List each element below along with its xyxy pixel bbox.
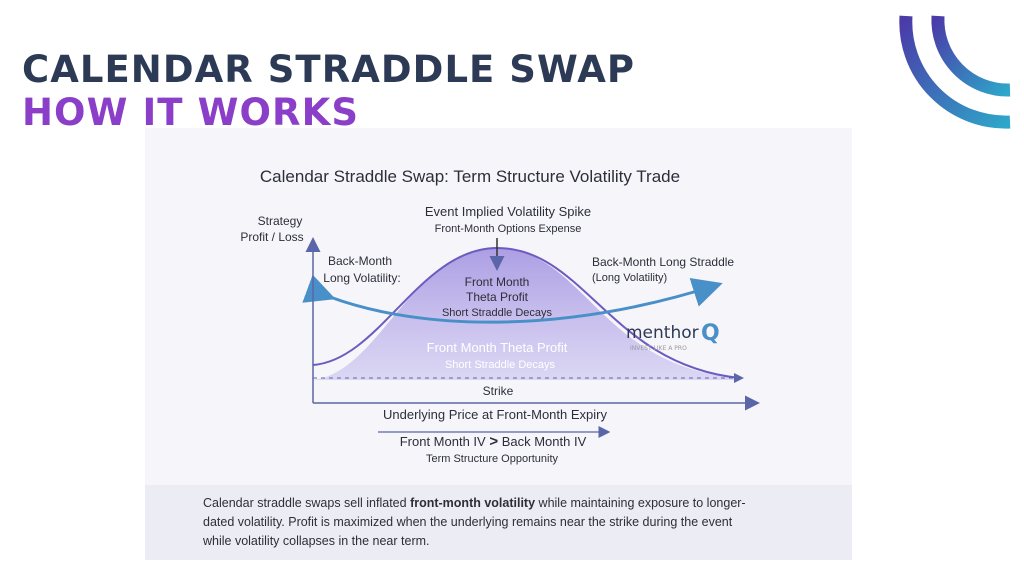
caption-line: dated volatility. Profit is maximized wh…: [203, 515, 733, 529]
condition-symbol: >: [489, 433, 498, 450]
x-axis-label: Underlying Price at Front-Month Expiry: [383, 407, 607, 422]
area-label: Front Month Theta Profit: [427, 340, 568, 355]
slide-subtitle: HOW IT WORKS: [22, 91, 358, 134]
caption-text: while maintaining exposure to longer-: [535, 496, 746, 510]
slide-title: CALENDAR STRADDLE SWAP: [22, 48, 634, 91]
y-axis-label: Strategy: [258, 214, 303, 228]
caption-text: Calendar straddle swaps sell inflated: [203, 496, 410, 510]
area-label-subtitle: Short Straddle Decays: [445, 359, 556, 371]
logo-tagline: INVEST LIKE A PRO: [630, 345, 687, 352]
logo-name: menthor: [626, 323, 699, 343]
condition-right: Back Month IV: [502, 434, 587, 449]
right-label-title: Back-Month Long Straddle: [592, 255, 734, 269]
caption-line: Calendar straddle swaps sell inflated fr…: [203, 496, 746, 510]
condition-left: Front Month IV: [400, 434, 486, 449]
condition: Front Month IV > Back Month IV: [400, 433, 587, 450]
caption-line: while volatility collapses in the near t…: [202, 534, 430, 548]
left-label: Long Volatility:: [323, 271, 400, 285]
logo-arcs: [899, 15, 1011, 129]
theta-area: [313, 248, 740, 380]
y-axis-label: Profit / Loss: [240, 230, 303, 244]
spike-subtitle: Front-Month Options Expense: [435, 223, 582, 235]
spike-title: Event Implied Volatility Spike: [425, 204, 591, 219]
left-label: Back-Month: [328, 254, 392, 268]
right-label-subtitle: (Long Volatility): [592, 272, 667, 284]
logo-mark: Q: [701, 321, 720, 346]
strike-label: Strike: [483, 384, 514, 398]
peak-label-subtitle: Short Straddle Decays: [442, 307, 553, 319]
caption-band: [145, 485, 852, 560]
caption-emphasis: front-month volatility: [410, 496, 535, 510]
back-month-curve: [302, 274, 723, 324]
diagram-title: Calendar Straddle Swap: Term Structure V…: [260, 167, 680, 186]
peak-label: Front Month: [465, 275, 530, 289]
condition-subtitle: Term Structure Opportunity: [426, 453, 559, 465]
peak-label: Theta Profit: [466, 290, 529, 304]
